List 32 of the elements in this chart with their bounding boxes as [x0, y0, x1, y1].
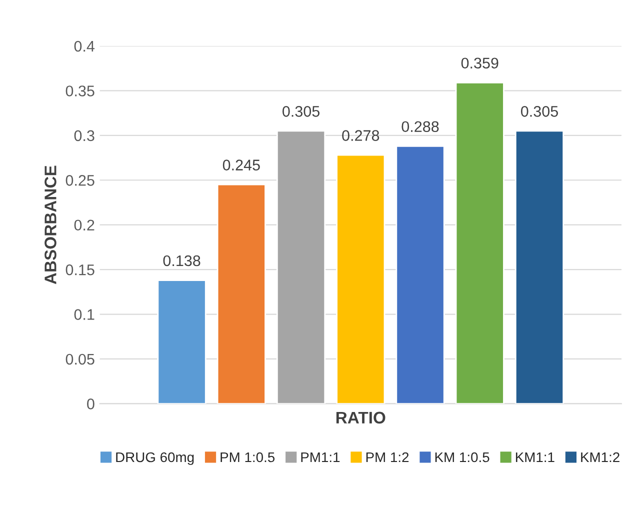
- bar: [336, 154, 386, 404]
- legend-label: PM 1:2: [366, 452, 409, 462]
- y-tick-label: 0.4: [74, 40, 95, 52]
- y-tick-label: 0.25: [66, 174, 94, 186]
- data-label: 0.359: [461, 58, 498, 69]
- y-axis-title: ABSORBANCE: [44, 166, 56, 284]
- x-axis-title: RATIO: [336, 412, 386, 424]
- y-tick-label: 0.1: [74, 309, 94, 320]
- data-label: 0.305: [282, 106, 320, 117]
- data-label: 0.278: [342, 130, 380, 141]
- y-tick-label: 0.05: [66, 354, 94, 365]
- legend-label: KM1:2: [581, 452, 620, 462]
- bar: [276, 130, 326, 404]
- data-label: 0.305: [520, 106, 558, 117]
- bar: [157, 280, 206, 404]
- legend-label: KM1:1: [516, 452, 554, 462]
- data-label: 0.288: [402, 121, 439, 132]
- legend-label: PM1:1: [301, 452, 340, 462]
- y-tick-label: 0: [87, 398, 94, 410]
- legend-label: KM 1:0.5: [435, 452, 490, 462]
- legend-label: DRUG 60mg: [116, 452, 194, 465]
- y-tick-label: 0.2: [74, 220, 94, 231]
- bar: [455, 82, 504, 404]
- bar: [396, 145, 445, 404]
- y-tick-label: 0.35: [66, 86, 94, 96]
- y-tick-label: 0.15: [66, 264, 94, 276]
- data-label: 0.138: [163, 255, 200, 266]
- bar: [514, 130, 564, 404]
- y-tick-label: 0.3: [74, 130, 94, 142]
- legend-label: PM 1:0.5: [220, 452, 275, 462]
- bar: [216, 184, 266, 404]
- data-label: 0.245: [222, 160, 260, 170]
